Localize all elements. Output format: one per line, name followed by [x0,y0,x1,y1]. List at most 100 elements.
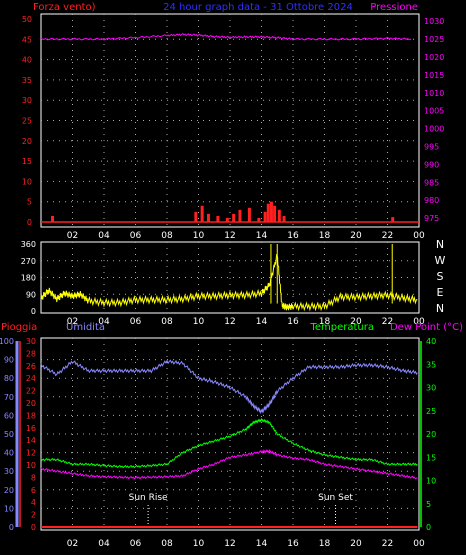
compass-label: S [437,270,444,283]
rain-tick-label: 2 [31,511,36,520]
wind-speed-bar [263,211,267,222]
rain-tick-label: 20 [26,399,36,408]
rain-tick-label: 8 [31,473,36,482]
wind-speed-tick-label: 30 [22,96,32,105]
wind-speed-bar [216,215,220,222]
humidity-axis-title: Umidita [66,322,105,333]
humidity-line [40,359,418,415]
pressure-tick-label: 1010 [424,89,444,98]
wind-speed-bar [200,205,204,222]
temperature-tick-label: 25 [426,407,436,416]
compass-label: W [435,254,446,267]
wind-speed-bar [51,215,55,222]
wind-direction-x-tick-label: 04 [98,317,110,327]
rain-tick-label: 4 [31,498,36,507]
wind-direction-x-tick-label: 06 [130,317,142,327]
dew-point-line [40,448,418,480]
temp-hum-x-tick-label: 14 [256,539,268,549]
pressure-tick-label: 1000 [424,125,444,134]
humidity-tick-label: 80 [4,374,14,383]
wind-direction-x-tick-label: 02 [67,317,78,327]
rain-tick-label: 30 [26,337,36,346]
wind-pressure-x-tick-label: 22 [382,231,393,241]
pressure-tick-label: 975 [424,214,439,223]
humidity-tick-label: 0 [9,523,14,532]
humidity-tick-label: 20 [4,486,14,495]
wind-pressure-x-tick-label: 00 [413,231,425,241]
pressure-tick-label: 985 [424,178,439,187]
wind-direction-tick-label: 360 [21,240,36,249]
wind-speed-tick-label: 10 [22,177,32,186]
temp-hum-x-tick-label: 16 [287,539,299,549]
dew-point-axis-title: Dew Point (°C) [390,322,463,333]
temp-hum-x-tick-label: 20 [350,539,362,549]
pressure-axis-title: Pressione [370,2,418,13]
wind-direction-x-tick-label: 14 [256,317,268,327]
temperature-axis-title: Temperatura [309,322,374,333]
wind-direction-x-tick-label: 16 [287,317,299,327]
wind-speed-tick-label: 45 [22,35,32,44]
rain-axis-title: Pioggia [1,322,37,333]
wind-speed-bar [269,201,273,222]
temperature-tick-label: 30 [426,384,436,393]
wind-speed-bar [238,209,242,222]
compass-label: E [437,286,444,299]
humidity-tick-label: 60 [4,411,14,420]
wind-speed-bar [273,205,277,222]
wind-pressure-x-tick-label: 18 [319,231,331,241]
wind-speed-bar [194,211,198,222]
temperature-line [40,417,418,469]
temperature-tick-label: 5 [426,500,431,509]
temp-hum-x-tick-label: 22 [382,539,393,549]
wind-direction-x-tick-label: 10 [193,317,205,327]
wind-direction-tick-label: 180 [21,274,36,283]
temperature-tick-label: 10 [426,477,436,486]
temp-hum-x-tick-label: 18 [319,539,331,549]
humidity-tick-label: 100 [0,337,14,346]
wind-speed-bar [206,213,210,222]
wind-speed-tick-label: 0 [27,218,32,227]
temp-hum-x-tick-label: 12 [224,539,235,549]
wind-speed-bar [225,217,229,222]
temp-hum-x-tick-label: 06 [130,539,142,549]
pressure-tick-label: 1025 [424,35,444,44]
humidity-tick-label: 40 [4,449,14,458]
temp-hum-x-tick-label: 04 [98,539,110,549]
pressure-tick-label: 980 [424,196,439,205]
wind-speed-tick-label: 40 [22,56,32,65]
pressure-tick-label: 995 [424,142,439,151]
humidity-tick-label: 70 [4,393,14,402]
rain-tick-label: 10 [26,461,36,470]
wind-pressure-x-tick-label: 14 [256,231,268,241]
pressure-tick-label: 990 [424,160,439,169]
wind-pressure-x-tick-label: 02 [67,231,78,241]
wind-direction-x-tick-label: 00 [413,317,425,327]
humidity-tick-label: 50 [4,430,14,439]
wind-speed-tick-label: 50 [22,15,32,24]
temperature-tick-label: 15 [426,453,436,462]
wind-speed-axis-title: Forza vento) [33,2,96,13]
wind-pressure-x-tick-label: 04 [98,231,110,241]
temp-hum-x-tick-label: 10 [193,539,205,549]
pressure-tick-label: 1005 [424,107,444,116]
rain-tick-label: 14 [26,436,36,445]
wind-speed-tick-label: 35 [22,76,32,85]
wind-speed-tick-label: 20 [22,137,32,146]
wind-speed-bar [232,213,236,222]
temperature-tick-label: 35 [426,360,436,369]
rain-tick-label: 18 [26,411,36,420]
wind-direction-x-tick-label: 20 [350,317,362,327]
wind-direction-line [40,253,418,312]
wind-pressure-frame [40,13,420,228]
wind-speed-bar [391,217,395,222]
pressure-tick-label: 1030 [424,17,444,26]
wind-speed-bar [282,215,286,222]
temperature-tick-label: 40 [426,337,436,346]
wind-speed-tick-label: 15 [22,157,32,166]
compass-label: N [436,238,444,251]
rain-tick-label: 12 [26,449,36,458]
temp-hum-x-tick-label: 08 [161,539,173,549]
rain-tick-label: 6 [31,486,36,495]
wind-direction-x-tick-label: 22 [382,317,393,327]
wind-pressure-x-tick-label: 10 [193,231,205,241]
